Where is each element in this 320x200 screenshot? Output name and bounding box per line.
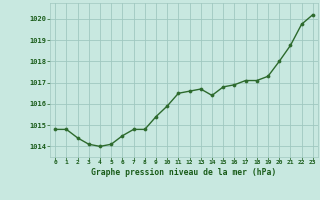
X-axis label: Graphe pression niveau de la mer (hPa): Graphe pression niveau de la mer (hPa) bbox=[92, 168, 276, 177]
